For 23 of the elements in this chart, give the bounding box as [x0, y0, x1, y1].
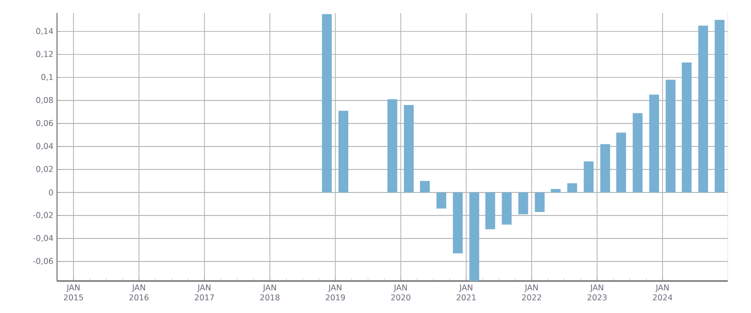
bar — [584, 161, 594, 192]
bar — [666, 80, 676, 192]
bar — [469, 192, 480, 281]
bar — [322, 14, 332, 192]
bar — [338, 110, 348, 192]
bar — [649, 94, 660, 192]
bar — [632, 113, 643, 192]
bar — [518, 192, 528, 214]
bar — [550, 188, 561, 192]
bar — [534, 192, 545, 212]
bar — [404, 105, 414, 192]
bar — [420, 180, 430, 192]
bar — [682, 62, 692, 192]
bar — [600, 144, 610, 192]
bar — [436, 192, 446, 209]
bar — [485, 192, 496, 230]
bar — [714, 20, 725, 192]
bar — [502, 192, 512, 225]
bar — [387, 99, 398, 192]
bar — [452, 192, 463, 254]
bar — [567, 183, 578, 192]
bar — [698, 26, 708, 192]
bar — [616, 132, 626, 192]
